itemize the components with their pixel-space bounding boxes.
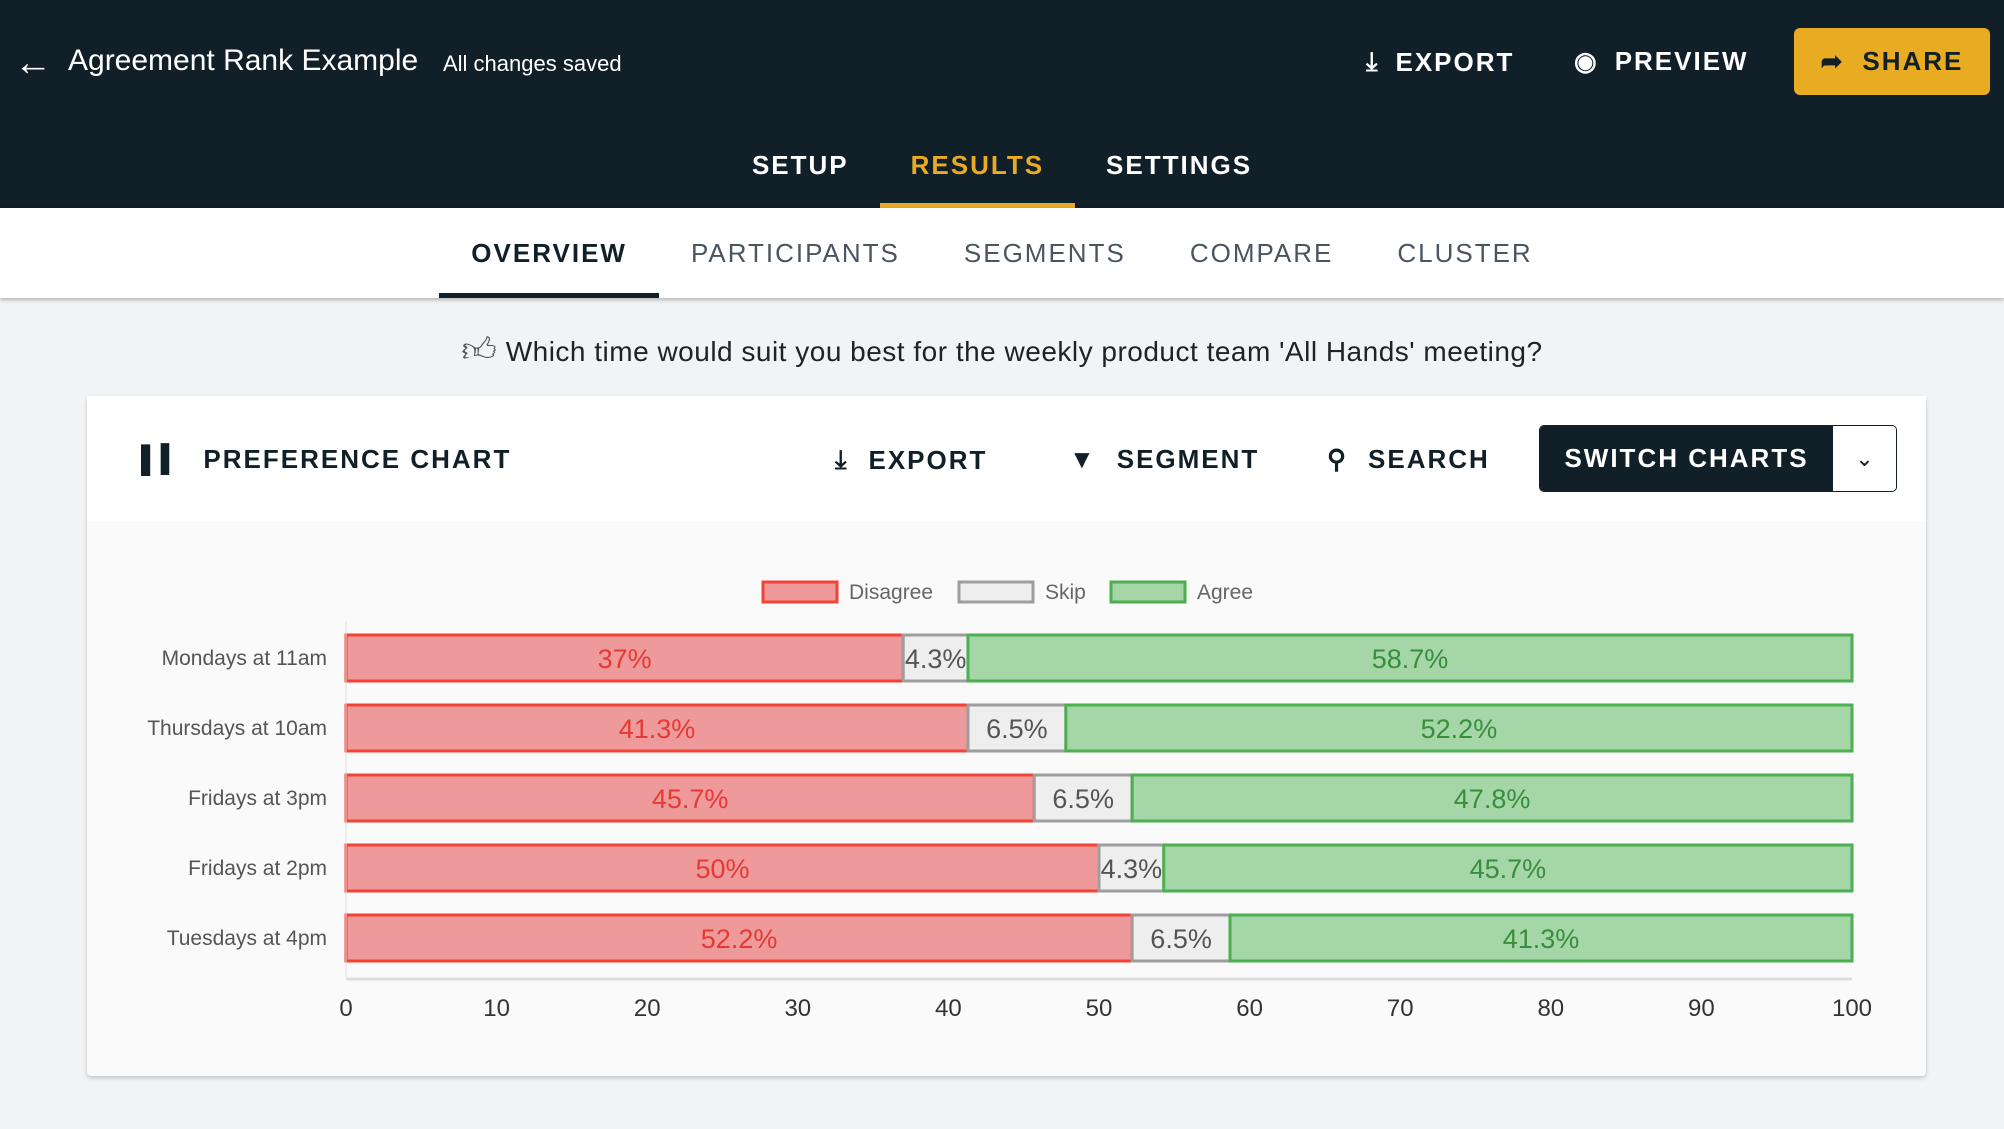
bar-agree [1130, 773, 1854, 823]
eye-icon: ◉ [1574, 46, 1599, 76]
question-heading: 👍︎ Which time would suit you best for th… [0, 330, 2004, 371]
x-tick-label: 0 [339, 995, 352, 1022]
bar-skip [966, 703, 1068, 753]
legend-label-agree: Agree [1197, 581, 1253, 604]
subtab-participants[interactable]: PARTICIPANTS [690, 238, 900, 268]
question-text: Which time would suit you best for the w… [505, 336, 1543, 367]
share-label: SHARE [1862, 46, 1964, 76]
x-tick-label: 30 [784, 995, 811, 1022]
export-button[interactable]: ⤓ EXPORT [1366, 46, 1514, 78]
filter-icon: ▼ [1069, 444, 1097, 474]
bar-agree [1162, 843, 1854, 893]
bar-disagree [344, 913, 1134, 963]
tab-results[interactable]: RESULTS [879, 150, 1076, 208]
bar-value-label: 4.3% [1101, 854, 1163, 884]
subtab-overview[interactable]: OVERVIEW [439, 208, 659, 298]
save-status: All changes saved [443, 51, 622, 76]
export-label: EXPORT [1395, 46, 1515, 77]
x-tick-label: 60 [1236, 995, 1263, 1022]
legend-label-disagree: Disagree [849, 581, 933, 604]
x-tick-label: 70 [1387, 995, 1414, 1022]
arrow-left-icon[interactable]: ← [14, 42, 52, 84]
segment-button[interactable]: ▼ SEGMENT [1069, 444, 1259, 475]
main-tabs: SETUP RESULTS SETTINGS [0, 150, 2004, 208]
tab-setup[interactable]: SETUP [751, 150, 849, 180]
legend-label-skip: Skip [1045, 581, 1086, 604]
subtab-cluster[interactable]: CLUSTER [1397, 238, 1533, 268]
bar-value-label: 47.8% [1454, 784, 1531, 814]
bar-value-label: 45.7% [652, 784, 729, 814]
bar-value-label: 52.2% [701, 924, 778, 954]
x-tick-label: 90 [1688, 995, 1715, 1022]
search-label: SEARCH [1368, 444, 1490, 474]
bar-value-label: 41.3% [619, 714, 696, 744]
category-label: Fridays at 3pm [188, 787, 327, 810]
chevron-down-icon[interactable]: ⌄ [1833, 426, 1896, 491]
app-header: ← Agreement Rank Example All changes sav… [0, 0, 2004, 208]
share-arrow-icon: ➦ [1820, 46, 1845, 76]
bar-value-label: 50% [695, 854, 749, 884]
x-tick-label: 10 [483, 995, 510, 1022]
download-icon: ⤓ [1366, 46, 1380, 76]
thumbs-up-icon: 👍︎ [461, 331, 498, 369]
bar-value-label: 52.2% [1421, 714, 1498, 744]
category-label: Thursdays at 10am [147, 717, 327, 740]
bar-chart-icon: ▌▍ [141, 444, 184, 474]
card-title: ▌▍ PREFERENCE CHART [141, 444, 511, 475]
tab-settings[interactable]: SETTINGS [1106, 150, 1253, 180]
card-title-label: PREFERENCE CHART [203, 444, 512, 474]
search-button[interactable]: ⚲ SEARCH [1327, 444, 1490, 475]
search-icon: ⚲ [1327, 444, 1349, 474]
bar-value-label: 58.7% [1372, 644, 1449, 674]
preference-chart-card: ▌▍ PREFERENCE CHART ⤓ EXPORT ▼ SEGMENT ⚲ SEA… [87, 396, 1926, 1076]
bar-value-label: 6.5% [986, 714, 1048, 744]
subtab-compare[interactable]: COMPARE [1189, 238, 1334, 268]
card-toolbar: ▌▍ PREFERENCE CHART ⤓ EXPORT ▼ SEGMENT ⚲ SEA… [87, 396, 1926, 521]
bar-skip [1130, 913, 1232, 963]
subtab-segments[interactable]: SEGMENTS [963, 238, 1126, 268]
bar-value-label: 37% [598, 644, 652, 674]
x-tick-label: 100 [1832, 995, 1872, 1022]
bar-value-label: 45.7% [1470, 854, 1547, 884]
x-tick-label: 40 [935, 995, 962, 1022]
bar-value-label: 6.5% [1052, 784, 1114, 814]
category-label: Tuesdays at 4pm [167, 927, 327, 950]
bar-value-label: 6.5% [1150, 924, 1212, 954]
bar-agree [966, 633, 1854, 683]
chart-export-button[interactable]: ⤓ EXPORT [835, 444, 987, 476]
legend-swatch-skip [957, 580, 1035, 604]
bar-agree [1064, 703, 1854, 753]
share-button[interactable]: ➦ SHARE [1794, 28, 1990, 95]
survey-title: Agreement Rank Example [68, 44, 419, 77]
preview-label: PREVIEW [1614, 46, 1749, 76]
bar-disagree [344, 773, 1036, 823]
preview-button[interactable]: ◉ PREVIEW [1574, 46, 1749, 77]
x-tick-label: 80 [1537, 995, 1564, 1022]
results-subtabs: OVERVIEW PARTICIPANTS SEGMENTS COMPARE C… [0, 208, 2004, 298]
bar-skip [901, 633, 970, 683]
chart-export-label: EXPORT [868, 444, 988, 475]
category-label: Fridays at 2pm [188, 857, 327, 880]
switch-charts-button[interactable]: SWITCH CHARTS [1540, 426, 1833, 491]
x-tick-label: 20 [634, 995, 661, 1022]
bar-value-label: 41.3% [1503, 924, 1580, 954]
legend-swatch-disagree [761, 580, 839, 604]
legend-swatch-agree [1109, 580, 1187, 604]
segment-label: SEGMENT [1116, 444, 1260, 474]
bar-agree [1228, 913, 1854, 963]
preference-chart: Disagree Skip Agree Mondays at 11am 37% 4.3% 5… [147, 580, 1872, 1022]
download-icon: ⤓ [835, 444, 849, 474]
bar-skip [1032, 773, 1134, 823]
x-tick-label: 50 [1086, 995, 1113, 1022]
switch-charts-control: SWITCH CHARTS ⌄ [1539, 425, 1897, 492]
category-label: Mondays at 11am [162, 647, 327, 670]
bar-value-label: 4.3% [905, 644, 967, 674]
